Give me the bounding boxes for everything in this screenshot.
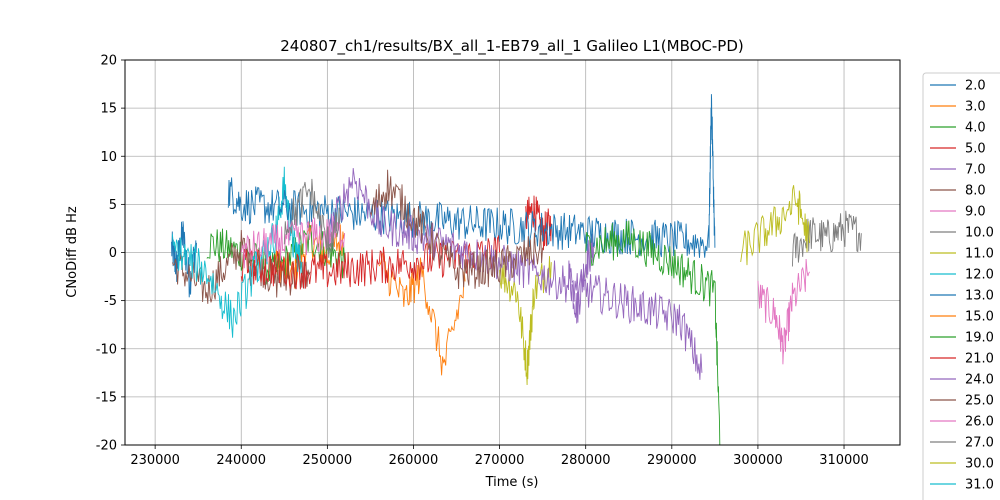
- series-line-5.0: [525, 195, 552, 251]
- y-axis-ticks: -20 -15 -10 -5 0 5 10 15 20: [96, 54, 125, 454]
- legend-label: 30.0: [965, 457, 994, 472]
- legend-label: 5.0: [965, 142, 986, 157]
- series-line-9.0: [757, 258, 810, 365]
- legend-label: 9.0: [965, 205, 986, 220]
- y-tick-label: -20: [96, 439, 117, 454]
- x-tick-label: 240000: [216, 453, 266, 468]
- legend-label: 7.0: [965, 163, 986, 178]
- legend: 2.0 3.0 4.0 5.0 7.0 8.0 9.0 10.0 11.0 12.0 13.0 15.…: [922, 72, 1000, 500]
- series-line-21.0: [240, 234, 501, 290]
- legend-label: 15.0: [965, 310, 994, 325]
- legend-label: 11.0: [965, 247, 994, 262]
- series-line-19.0: [585, 220, 721, 445]
- legend-label: 2.0: [965, 79, 986, 94]
- legend-label: 21.0: [965, 352, 994, 367]
- legend-label: 26.0: [965, 415, 994, 430]
- legend-label: 4.0: [965, 121, 986, 136]
- series-line-15.0: [378, 252, 466, 376]
- x-tick-label: 230000: [130, 453, 180, 468]
- x-tick-label: 250000: [303, 453, 353, 468]
- y-tick-label: -10: [96, 342, 117, 357]
- legend-label: 27.0: [965, 436, 994, 451]
- legend-label: 12.0: [965, 268, 994, 283]
- y-tick-label: 10: [100, 150, 117, 165]
- x-tick-label: 280000: [561, 453, 611, 468]
- series-line-25.0: [369, 169, 544, 290]
- grid: [125, 59, 900, 446]
- series-line-12.0: [258, 166, 302, 282]
- x-tick-label: 310000: [819, 453, 869, 468]
- legend-label: 25.0: [965, 394, 994, 409]
- y-tick-label: 20: [100, 54, 117, 69]
- x-axis-title: Time (s): [485, 475, 539, 490]
- legend-label: 13.0: [965, 289, 994, 304]
- series-line-24.0: [326, 168, 703, 380]
- legend-label: 31.0: [965, 478, 994, 493]
- series-line-13.0: [227, 94, 716, 258]
- series-line-11.0: [499, 256, 552, 386]
- chart-title: 240807_ch1/results/BX_all_1-EB79_all_1 G…: [280, 37, 744, 56]
- legend-label: 3.0: [965, 100, 986, 115]
- y-tick-label: -15: [96, 390, 117, 405]
- series-line-31.0: [171, 234, 259, 338]
- legend-label: 19.0: [965, 331, 994, 346]
- series-line-10.0: [791, 210, 862, 267]
- x-tick-label: 300000: [733, 453, 783, 468]
- x-axis-ticks: 230000 240000 250000 260000 270000 280000 2900…: [130, 445, 869, 468]
- y-axis-title: CNoDiff dB Hz: [65, 206, 80, 298]
- x-tick-label: 260000: [389, 453, 439, 468]
- series-line-30.0: [740, 185, 811, 266]
- y-tick-label: 0: [109, 246, 117, 261]
- y-tick-label: -5: [104, 294, 117, 309]
- y-tick-label: 5: [109, 198, 117, 213]
- legend-label: 8.0: [965, 184, 986, 199]
- series-layer: [171, 94, 862, 445]
- x-tick-label: 270000: [475, 453, 525, 468]
- legend-box: [922, 72, 1000, 500]
- legend-label: 10.0: [965, 226, 994, 241]
- series-line-27.0: [283, 178, 341, 258]
- x-tick-label: 290000: [647, 453, 697, 468]
- y-tick-label: 15: [100, 102, 117, 117]
- legend-label: 24.0: [965, 373, 994, 388]
